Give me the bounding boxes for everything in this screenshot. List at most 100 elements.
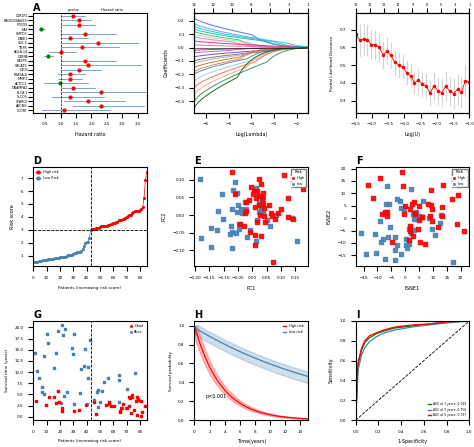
- Point: [142, 177, 149, 184]
- Point: [130, 406, 138, 413]
- Point: [128, 392, 136, 399]
- Point: [257, 181, 265, 188]
- Point: [257, 232, 264, 240]
- Point: [124, 212, 132, 219]
- Point: [383, 200, 390, 207]
- Y-axis label: tSNE2: tSNE2: [327, 209, 332, 224]
- Point: [100, 223, 108, 230]
- Point: [259, 199, 266, 207]
- X-axis label: Patients (increasing risk score): Patients (increasing risk score): [58, 439, 121, 443]
- Point: [382, 209, 389, 216]
- X-axis label: PC1: PC1: [246, 286, 256, 291]
- X-axis label: tSNE1: tSNE1: [405, 286, 420, 291]
- Point: [55, 254, 63, 261]
- Point: [79, 245, 86, 253]
- Point: [410, 232, 417, 239]
- Point: [60, 253, 68, 261]
- Point: [421, 240, 429, 248]
- Point: [284, 214, 292, 221]
- Point: [253, 189, 260, 196]
- Point: [121, 215, 129, 222]
- Point: [122, 405, 129, 412]
- Legend: High, low: High, low: [452, 169, 467, 187]
- Point: [143, 168, 151, 175]
- Point: [427, 202, 435, 209]
- Point: [77, 248, 85, 255]
- Point: [134, 412, 141, 419]
- Point: [133, 393, 140, 401]
- Point: [90, 225, 97, 232]
- Point: [55, 398, 63, 405]
- Y-axis label: Survival time (years): Survival time (years): [5, 349, 9, 392]
- Point: [119, 216, 127, 223]
- Point: [59, 405, 66, 412]
- Point: [418, 214, 426, 221]
- Point: [405, 237, 412, 244]
- Point: [49, 255, 57, 262]
- Point: [229, 186, 237, 193]
- Point: [414, 225, 422, 232]
- Point: [42, 401, 49, 409]
- Point: [238, 210, 246, 217]
- Point: [228, 245, 236, 252]
- Point: [33, 258, 41, 265]
- Point: [60, 392, 68, 400]
- Point: [115, 398, 123, 405]
- Point: [252, 194, 259, 202]
- Text: I: I: [356, 310, 359, 320]
- Point: [448, 196, 456, 203]
- Point: [40, 256, 48, 263]
- Point: [36, 257, 44, 265]
- Point: [123, 213, 130, 220]
- Point: [415, 216, 423, 224]
- Point: [98, 223, 105, 230]
- Point: [242, 205, 250, 212]
- Legend: High, low: High, low: [291, 169, 306, 187]
- Point: [76, 406, 83, 413]
- Point: [236, 220, 243, 228]
- Text: E: E: [194, 156, 201, 166]
- Point: [52, 254, 60, 261]
- Point: [241, 210, 249, 217]
- Point: [398, 168, 405, 175]
- Point: [455, 192, 462, 199]
- Point: [76, 248, 84, 255]
- Point: [54, 327, 62, 334]
- Point: [135, 207, 143, 214]
- Point: [219, 215, 227, 223]
- Point: [407, 230, 414, 237]
- Point: [226, 231, 233, 238]
- Point: [59, 322, 66, 329]
- Point: [50, 393, 57, 401]
- Point: [268, 212, 276, 219]
- Point: [45, 340, 52, 347]
- Point: [372, 230, 379, 237]
- Legend: High-risk, Low-risk: High-risk, Low-risk: [282, 323, 306, 335]
- Point: [397, 250, 405, 257]
- Point: [259, 202, 266, 210]
- Point: [132, 398, 140, 405]
- Point: [384, 234, 392, 241]
- Point: [52, 400, 59, 407]
- Point: [48, 256, 55, 263]
- Point: [372, 249, 380, 257]
- Point: [208, 243, 215, 250]
- Point: [125, 394, 133, 401]
- Point: [427, 212, 434, 219]
- Point: [83, 401, 91, 408]
- Point: [274, 209, 282, 216]
- Point: [101, 223, 109, 230]
- Point: [240, 223, 248, 230]
- Point: [415, 202, 423, 210]
- Point: [95, 224, 102, 231]
- Point: [398, 205, 405, 212]
- Point: [393, 241, 401, 248]
- Point: [406, 205, 414, 212]
- Point: [439, 181, 447, 188]
- Point: [437, 211, 444, 219]
- Point: [252, 231, 259, 238]
- Point: [428, 186, 435, 194]
- Point: [56, 254, 64, 261]
- Point: [251, 188, 258, 195]
- Point: [263, 216, 271, 223]
